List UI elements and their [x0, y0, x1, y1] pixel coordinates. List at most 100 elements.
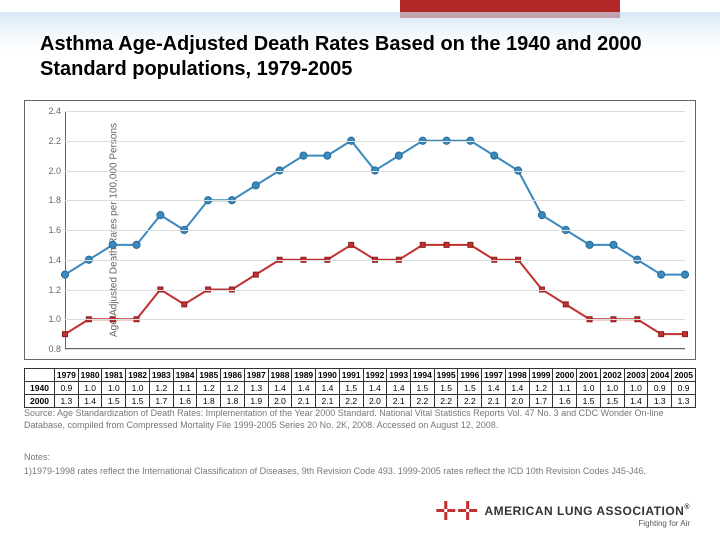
table-col-header: 2002	[600, 369, 624, 382]
table-cell: 1.2	[529, 382, 553, 395]
table-col-header: 1988	[268, 369, 292, 382]
table-cell: 0.9	[55, 382, 79, 395]
chart-plot-area: 0.81.01.21.41.61.82.02.22.4	[65, 111, 685, 349]
org-name: AMERICAN LUNG ASSOCIATION® Fighting for …	[484, 504, 690, 518]
chart-series-marker	[468, 242, 473, 247]
table-cell: 1.2	[197, 382, 221, 395]
table-cell: 1.8	[221, 395, 245, 408]
table-col-header: 1986	[221, 369, 245, 382]
notes-body: 1)1979-1998 rates reflect the Internatio…	[24, 466, 696, 478]
table-cell: 1.4	[78, 395, 102, 408]
table-col-header: 1996	[458, 369, 482, 382]
table-cell: 2.1	[482, 395, 506, 408]
table-cell: 2.2	[458, 395, 482, 408]
table-col-header: 1995	[434, 369, 458, 382]
table-cell: 2.1	[387, 395, 411, 408]
chart-series-marker	[491, 152, 498, 159]
table-col-header: 1990	[316, 369, 340, 382]
table-cell: 1.8	[197, 395, 221, 408]
chart-gridline	[65, 349, 685, 350]
chart-y-tick: 0.8	[35, 344, 61, 354]
cross-icon: ✛✛	[435, 498, 479, 524]
table-cell: 1.6	[173, 395, 197, 408]
table-col-header: 1989	[292, 369, 316, 382]
chart-series-marker	[324, 152, 331, 159]
table-cell: 1.0	[600, 382, 624, 395]
table-col-header: 1980	[78, 369, 102, 382]
table-cell: 1.4	[363, 382, 387, 395]
chart-y-tick: 1.6	[35, 225, 61, 235]
chart-gridline	[65, 260, 685, 261]
chart-y-tick: 1.0	[35, 314, 61, 324]
table-cell: 1.7	[529, 395, 553, 408]
chart-series-marker	[349, 242, 354, 247]
slide-title: Asthma Age-Adjusted Death Rates Based on…	[40, 32, 680, 82]
table-col-header: 1994	[411, 369, 435, 382]
table-cell: 1.0	[102, 382, 126, 395]
table-cell: 1.5	[411, 382, 435, 395]
table-col-header: 1999	[529, 369, 553, 382]
table-cell: 2.1	[316, 395, 340, 408]
table-col-header: 1982	[126, 369, 150, 382]
chart-series-marker	[63, 332, 68, 337]
table-cell: 2.0	[505, 395, 529, 408]
table-cell: 1.0	[126, 382, 150, 395]
table-cell: 1.5	[577, 395, 601, 408]
chart-series-line	[65, 141, 685, 275]
chart-series-marker	[420, 242, 425, 247]
table-col-header: 1987	[244, 369, 268, 382]
chart-gridline	[65, 200, 685, 201]
table-cell: 1.4	[624, 395, 648, 408]
chart-y-tick: 2.2	[35, 136, 61, 146]
chart-container: Age-Adjusted Death Rates per 100,000 Per…	[24, 100, 696, 360]
table-cell: 1.4	[505, 382, 529, 395]
table-cell: 2.0	[268, 395, 292, 408]
chart-gridline	[65, 319, 685, 320]
table-col-header: 1985	[197, 369, 221, 382]
table-cell: 1.1	[553, 382, 577, 395]
table-col-header: 2005	[672, 369, 696, 382]
chart-series-marker	[61, 271, 68, 278]
table-cell: 1.4	[268, 382, 292, 395]
chart-series-marker	[395, 152, 402, 159]
chart-series-marker	[300, 152, 307, 159]
table-cell: 1.1	[173, 382, 197, 395]
table-col-header: 1984	[173, 369, 197, 382]
table-cell: 1.5	[102, 395, 126, 408]
table-cell: 1.0	[577, 382, 601, 395]
table-row: 20001.31.41.51.51.71.61.81.81.92.02.12.1…	[25, 395, 696, 408]
table-col-header: 1992	[363, 369, 387, 382]
chart-y-tick: 1.4	[35, 255, 61, 265]
table-col-header: 1993	[387, 369, 411, 382]
chart-gridline	[65, 141, 685, 142]
chart-series-marker	[681, 271, 688, 278]
chart-series-marker	[538, 212, 545, 219]
chart-gridline	[65, 290, 685, 291]
table-cell: 1.5	[600, 395, 624, 408]
chart-series-marker	[253, 272, 258, 277]
chart-series-marker	[610, 241, 617, 248]
chart-series-marker	[586, 241, 593, 248]
table-cell: 2.2	[339, 395, 363, 408]
table-cell: 2.2	[411, 395, 435, 408]
table-col-header: 2004	[648, 369, 672, 382]
table-cell: 1.6	[553, 395, 577, 408]
table-col-header: 2003	[624, 369, 648, 382]
org-name-text: AMERICAN LUNG ASSOCIATION	[484, 504, 684, 518]
chart-y-tick: 1.8	[35, 195, 61, 205]
chart-series-marker	[659, 332, 664, 337]
table-cell: 1.5	[458, 382, 482, 395]
table-cell: 1.3	[244, 382, 268, 395]
table-corner-cell	[25, 369, 55, 382]
table-cell: 1.5	[434, 382, 458, 395]
chart-gridline	[65, 171, 685, 172]
table-col-header: 1997	[482, 369, 506, 382]
table-cell: 1.3	[55, 395, 79, 408]
chart-series-marker	[133, 241, 140, 248]
table-cell: 1.4	[482, 382, 506, 395]
source-text: Source: Age Standardization of Death Rat…	[24, 408, 696, 431]
table-cell: 1.2	[221, 382, 245, 395]
table-col-header: 1991	[339, 369, 363, 382]
chart-series-marker	[658, 271, 665, 278]
chart-series-marker	[683, 332, 688, 337]
